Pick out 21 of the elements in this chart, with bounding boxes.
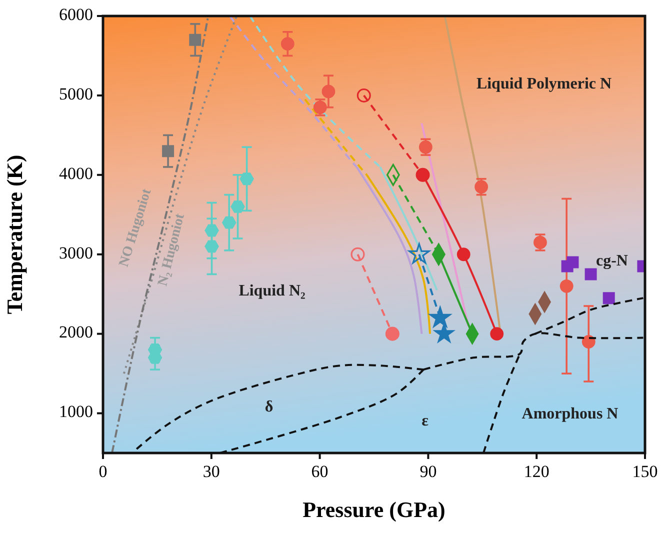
x-tick-label: 30 (202, 462, 220, 481)
annotation: Amorphous N (522, 406, 619, 423)
annotation: Liquid Polymeric N (476, 76, 612, 93)
annotation: Liquid N₂ (238, 282, 306, 300)
x-tick-label: 60 (311, 462, 328, 481)
y-tick-label: 4000 (59, 164, 93, 183)
annotation: ε (422, 412, 429, 430)
annotation: cg-N (596, 252, 628, 270)
y-axis-title: Temperature (K) (2, 154, 27, 314)
y-tick-label: 5000 (59, 84, 93, 104)
x-axis-title: Pressure (GPa) (302, 497, 446, 522)
y-tick-label: 3000 (59, 243, 93, 262)
y-tick-label: 2000 (59, 322, 93, 342)
x-tick-label: 0 (98, 462, 108, 481)
annotation: δ (264, 398, 274, 416)
x-tick-label: 150 (632, 462, 658, 481)
y-tick-label: 6000 (59, 4, 93, 24)
y-tick-label: 1000 (59, 402, 93, 422)
annotation: N₂ Hugoniot (156, 212, 188, 288)
x-tick-label: 90 (420, 462, 437, 481)
x-tick-label: 120 (524, 462, 550, 481)
